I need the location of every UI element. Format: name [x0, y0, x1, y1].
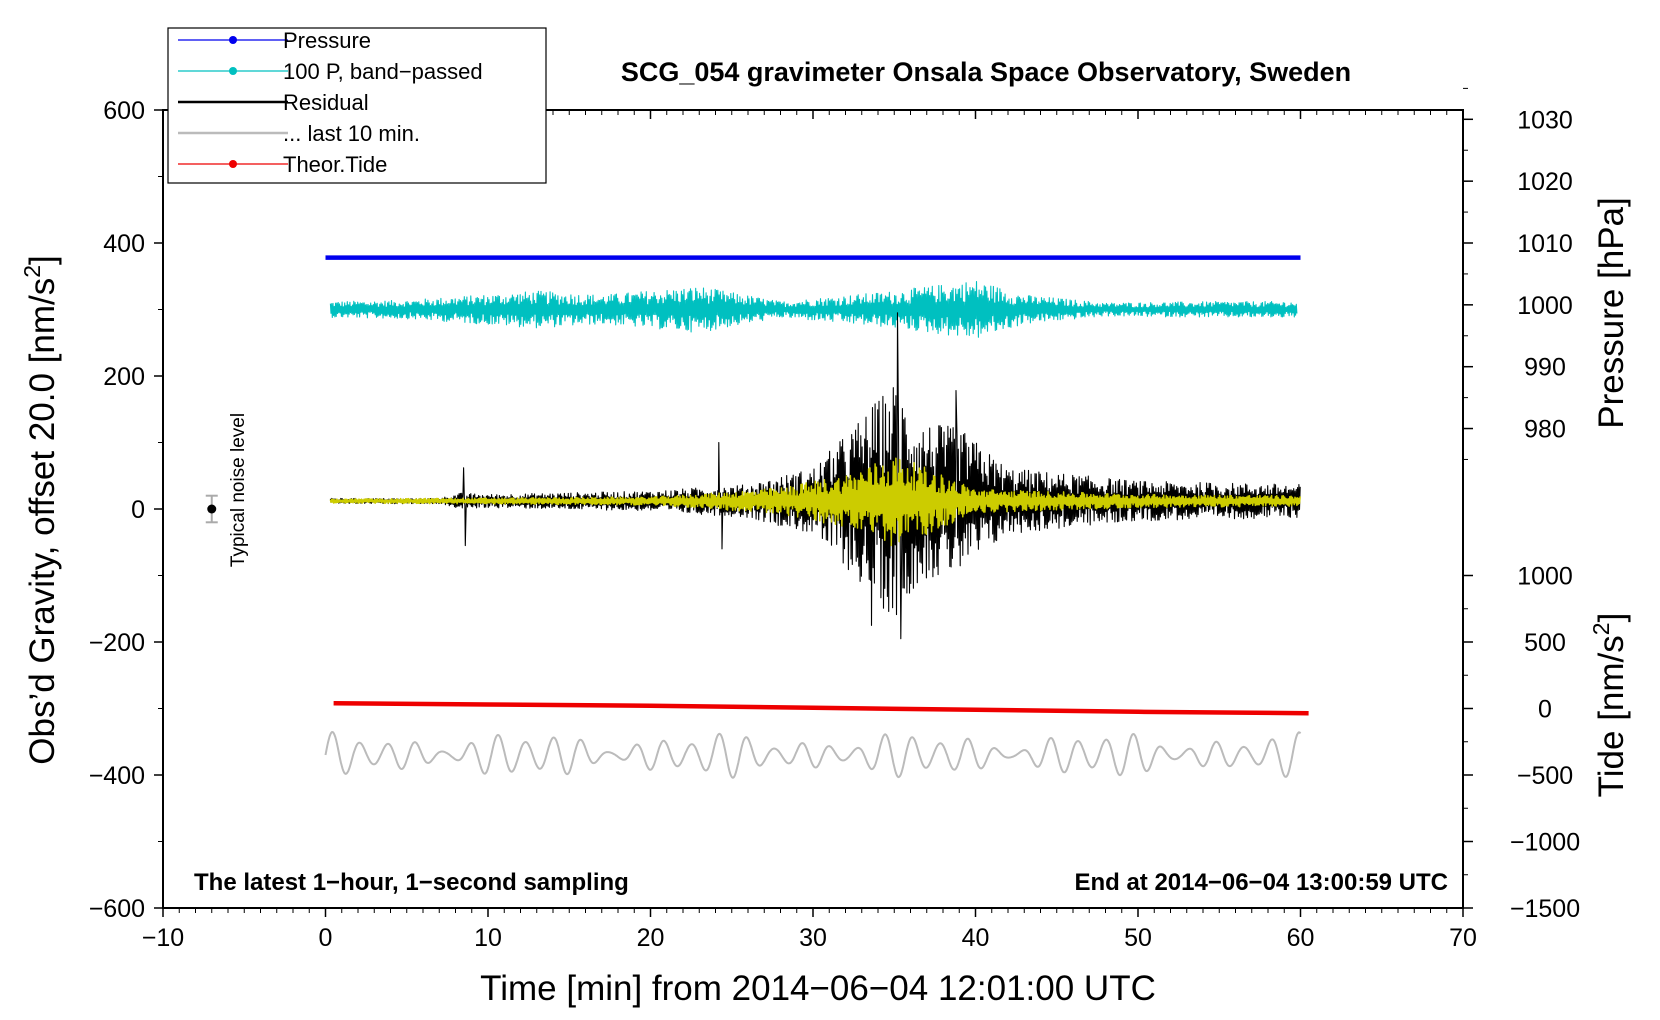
- x-axis-title: Time [min] from 2014−06−04 12:01:00 UTC: [480, 969, 1156, 1008]
- series-residual-filtered: [329, 457, 1301, 547]
- y-tick-label: −600: [89, 895, 145, 923]
- legend-marker: [229, 36, 237, 44]
- x-tick-label: 40: [962, 924, 990, 952]
- y-tick-label: 400: [103, 230, 145, 258]
- series-residual: [329, 312, 1301, 640]
- x-tick-label: 20: [637, 924, 665, 952]
- tide-tick-label: 0: [1538, 696, 1552, 724]
- tide-axis-title-sup: 2: [1588, 622, 1614, 635]
- x-tick-label: 60: [1287, 924, 1315, 952]
- x-tick-label: 50: [1124, 924, 1152, 952]
- legend-label: Residual: [283, 90, 369, 115]
- pressure-tick-label: 990: [1524, 354, 1566, 382]
- y-axis-title-text: Obs’d Gravity, offset 20.0 [nm/s: [23, 278, 62, 765]
- y-tick-label: −200: [89, 629, 145, 657]
- series-layer: [324, 255, 1309, 779]
- pressure-tick-label: 1020: [1517, 168, 1573, 196]
- y-axis-title-sup: 2: [19, 265, 45, 278]
- series-last-10-min: [324, 731, 1302, 779]
- noise-level-marker: [205, 494, 218, 524]
- pressure-tick-label: 1010: [1517, 230, 1573, 258]
- legend-label: ... last 10 min.: [283, 121, 420, 146]
- legend-marker: [229, 160, 237, 168]
- tide-axis-title: Tide [nm/s2]: [1588, 613, 1631, 798]
- y-axis-ticks: −600 −400 −200 0 200 400 600: [89, 97, 163, 923]
- x-tick-label: 30: [799, 924, 827, 952]
- chart-title: SCG_054 gravimeter Onsala Space Observat…: [621, 57, 1351, 87]
- series-100-p-band-passed: [329, 281, 1298, 338]
- x-tick-label: 70: [1449, 924, 1477, 952]
- tide-tick-label: 1000: [1517, 563, 1573, 591]
- x-axis-ticks: −10 0 10 20 30 40 50 60 70: [142, 110, 1477, 952]
- pressure-axis-ticks: 980 990 1000 1010 1020 1030: [1463, 87, 1573, 460]
- legend-label: Pressure: [283, 28, 371, 53]
- legend-label: Theor.Tide: [283, 152, 387, 177]
- y-tick-label: 0: [131, 496, 145, 524]
- y-tick-label: 600: [103, 97, 145, 125]
- legend: Pressure 100 P, band−passed Residual ... la…: [167, 27, 547, 184]
- pressure-tick-label: 1000: [1517, 292, 1573, 320]
- tide-axis-title-text: Tide [nm/s: [1592, 635, 1631, 797]
- tide-tick-label: −1000: [1510, 829, 1580, 857]
- pressure-tick-label: 1030: [1517, 106, 1573, 134]
- tide-tick-label: −1500: [1510, 895, 1580, 923]
- pressure-tick-label: 980: [1524, 416, 1566, 444]
- legend-label: 100 P, band−passed: [283, 59, 483, 84]
- y-axis-title-close: ]: [23, 255, 62, 265]
- tide-axis-ticks: −1500 −1000 −500 0 500 1000: [1463, 563, 1580, 923]
- tide-axis-title-close: ]: [1592, 613, 1631, 623]
- noise-level-label: Typical noise level: [228, 413, 249, 567]
- legend-marker: [229, 67, 237, 75]
- pressure-axis-title: Pressure [hPa]: [1592, 197, 1631, 429]
- x-tick-label: −10: [142, 924, 184, 952]
- noise-point: [207, 504, 217, 514]
- sampling-annotation: The latest 1−hour, 1−second sampling: [194, 869, 629, 896]
- y-tick-label: −400: [89, 762, 145, 790]
- tide-tick-label: −500: [1517, 762, 1573, 790]
- x-tick-label: 10: [474, 924, 502, 952]
- end-time-annotation: End at 2014−06−04 13:00:59 UTC: [1074, 869, 1448, 896]
- legend-box: [167, 27, 547, 184]
- series-theor-tide: [333, 700, 1309, 716]
- y-axis-title: Obs’d Gravity, offset 20.0 [nm/s2]: [19, 255, 62, 765]
- tide-tick-label: 500: [1524, 629, 1566, 657]
- x-tick-label: 0: [319, 924, 333, 952]
- y-tick-label: 200: [103, 363, 145, 391]
